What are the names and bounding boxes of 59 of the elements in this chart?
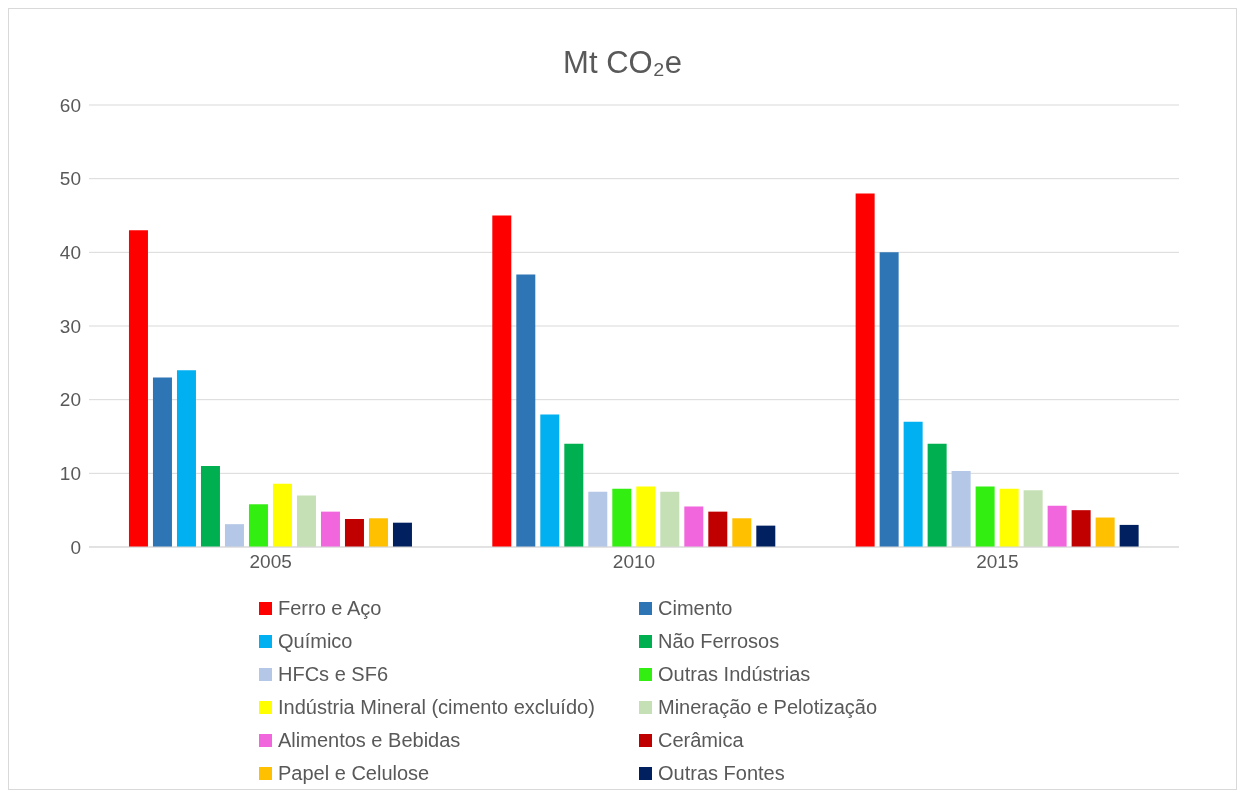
y-tick-label: 20: [59, 389, 81, 411]
bar: [855, 193, 875, 547]
y-tick-label: 30: [59, 315, 81, 337]
y-tick-label: 60: [59, 94, 81, 116]
bar: [612, 488, 632, 547]
bar: [540, 414, 560, 547]
bar: [684, 506, 704, 547]
bar: [492, 215, 512, 547]
legend-label: Outras Indústrias: [658, 663, 811, 686]
bar: [344, 519, 364, 547]
bar: [879, 252, 899, 547]
legend-label: Químico: [278, 630, 353, 653]
legend-label: Ferro e Aço: [278, 597, 382, 620]
x-tick-label: 2010: [612, 551, 656, 573]
bar: [320, 511, 340, 547]
legend-label: Outras Fontes: [658, 762, 785, 785]
bar: [392, 522, 412, 547]
legend-label: Alimentos e Bebidas: [278, 729, 461, 752]
bar: [588, 491, 608, 547]
legend-label: Não Ferrosos: [658, 630, 780, 653]
chart-title: Mt CO₂e: [562, 44, 683, 82]
bar: [636, 486, 656, 547]
bar: [1071, 510, 1091, 547]
bar: [516, 274, 536, 547]
bar: [152, 377, 172, 547]
bar: [1023, 490, 1043, 547]
bar: [1095, 517, 1115, 547]
bar: [1047, 505, 1067, 547]
bar: [128, 230, 148, 547]
bar: [564, 443, 584, 547]
legend-label: Papel e Celulose: [278, 762, 430, 785]
legend-label: Mineração e Pelotização: [658, 696, 878, 719]
legend-label: HFCs e SF6: [278, 663, 389, 686]
bar: [975, 486, 995, 547]
bar: [999, 488, 1019, 547]
bar: [903, 421, 923, 547]
bar: [248, 504, 268, 547]
legend-label: Cimento: [658, 597, 733, 620]
bar: [272, 483, 292, 547]
bar: [756, 525, 776, 547]
bar: [224, 524, 244, 547]
bar: [200, 465, 220, 547]
bar: [660, 491, 680, 547]
bar: [708, 511, 728, 547]
bar: [951, 471, 971, 547]
x-tick-label: 2005: [249, 551, 292, 573]
x-tick-label: 2015: [976, 551, 1019, 573]
bar: [927, 443, 947, 547]
y-tick-label: 10: [59, 463, 81, 485]
legend-label: Indústria Mineral (cimento excluído): [278, 696, 595, 719]
bar: [296, 495, 316, 547]
y-tick-label: 50: [59, 168, 81, 190]
bar: [732, 518, 752, 547]
y-tick-label: 40: [59, 242, 81, 264]
bar: [176, 370, 196, 547]
bar: [368, 518, 388, 547]
legend-label: Cerâmica: [658, 729, 744, 752]
bar: [1119, 524, 1139, 547]
y-tick-label: 0: [70, 536, 81, 558]
